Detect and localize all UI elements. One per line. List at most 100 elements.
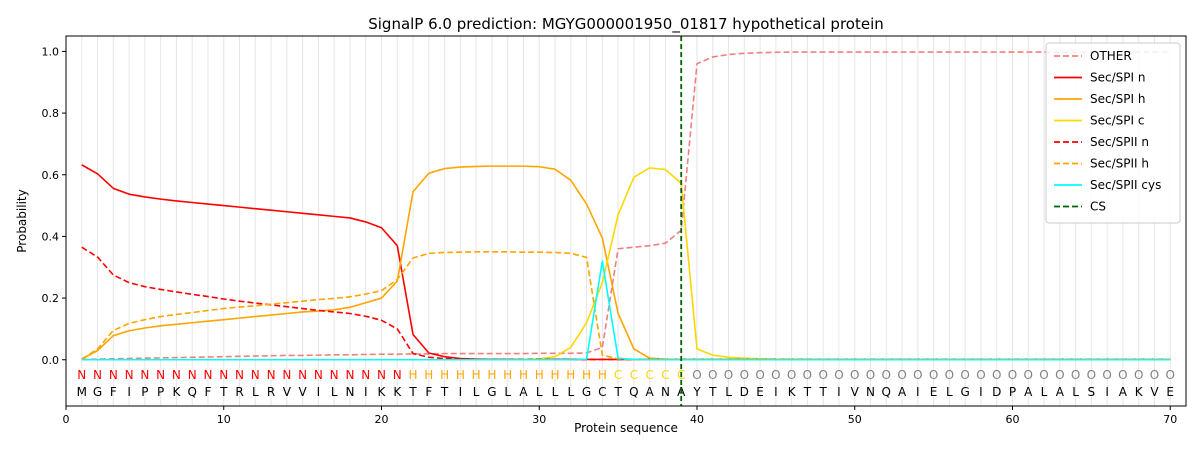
y-tick-label: 0.6: [42, 169, 60, 182]
sequence-residue: P: [1009, 385, 1016, 399]
sequence-residue: A: [519, 385, 528, 399]
region-label: H: [535, 368, 544, 382]
x-tick-label: 70: [1163, 413, 1177, 426]
region-label: O: [945, 368, 954, 382]
x-tick-label: 60: [1005, 413, 1019, 426]
region-label: H: [487, 368, 496, 382]
legend-entry-label: Sec/SPII h: [1090, 157, 1149, 171]
region-label: N: [298, 368, 307, 382]
sequence-residue: Q: [882, 385, 891, 399]
legend-box: [1045, 42, 1181, 224]
y-tick-label: 0.0: [42, 354, 60, 367]
sequence-residue: R: [267, 385, 275, 399]
region-label: H: [598, 368, 607, 382]
region-label: N: [314, 368, 323, 382]
sequence-residue: T: [708, 385, 717, 399]
y-tick-label: 0.4: [42, 230, 60, 243]
sequence-residue: L: [252, 385, 259, 399]
legend-entry-label: Sec/SPI n: [1090, 71, 1145, 85]
sequence-residue: E: [756, 385, 764, 399]
region-label: O: [929, 368, 938, 382]
region-label: H: [582, 368, 591, 382]
sequence-residue: I: [317, 385, 321, 399]
y-axis-ticks: 0.0 0.2 0.4 0.6 0.8 1.0: [42, 45, 66, 367]
sequence-residue: S: [1088, 385, 1096, 399]
region-label: O: [787, 368, 796, 382]
region-label: N: [282, 368, 291, 382]
sequence-residue: A: [1119, 385, 1128, 399]
legend-entry-label: Sec/SPII cys: [1090, 178, 1161, 192]
sequence-residue: L: [1072, 385, 1079, 399]
region-label: O: [850, 368, 859, 382]
sequence-residue: L: [504, 385, 511, 399]
region-label: O: [755, 368, 764, 382]
sequence-residue: L: [1041, 385, 1048, 399]
region-label: C: [661, 368, 669, 382]
region-label: O: [1134, 368, 1143, 382]
region-label: O: [882, 368, 891, 382]
region-label: N: [235, 368, 244, 382]
region-label: O: [818, 368, 827, 382]
region-label: O: [960, 368, 969, 382]
sequence-residue: L: [536, 385, 543, 399]
series-line-other: [81, 51, 1171, 361]
x-tick-label: 50: [848, 413, 862, 426]
region-label: O: [992, 368, 1001, 382]
sequence-residue: L: [725, 385, 732, 399]
legend-entry-label: Sec/SPI h: [1090, 92, 1145, 106]
sequence-residue: F: [205, 385, 212, 399]
region-label: H: [550, 368, 559, 382]
sequence-residue: V: [299, 385, 308, 399]
plot-frame: [65, 35, 1187, 407]
region-label: N: [219, 368, 228, 382]
series-line-sec-spii-h: [81, 251, 1171, 361]
legend-entry-label: CS: [1090, 200, 1106, 214]
x-tick-label: 30: [532, 413, 546, 426]
sequence-residue: V: [851, 385, 860, 399]
region-label: O: [1071, 368, 1080, 382]
region-label: N: [377, 368, 386, 382]
region-label: C: [630, 368, 638, 382]
sequence-residue: L: [567, 385, 574, 399]
region-label: O: [976, 368, 985, 382]
y-tick-label: 0.8: [42, 107, 60, 120]
sequence-residue: G: [582, 385, 591, 399]
sequence-residue: N: [661, 385, 670, 399]
region-label: O: [1102, 368, 1111, 382]
sequence-residue: Q: [187, 385, 196, 399]
sequence-residue: Y: [692, 385, 701, 399]
y-tick-label: 0.2: [42, 292, 60, 305]
region-label: O: [913, 368, 922, 382]
region-label: N: [172, 368, 181, 382]
region-label: O: [1024, 368, 1033, 382]
sequence-residue: I: [774, 385, 778, 399]
region-label: N: [203, 368, 212, 382]
region-label: C: [645, 368, 653, 382]
region-label: N: [188, 368, 197, 382]
region-label: N: [140, 368, 149, 382]
sequence-residue: T: [803, 385, 812, 399]
sequence-residue: T: [613, 385, 622, 399]
sequence-residue: T: [408, 385, 417, 399]
sequence-residue: I: [364, 385, 368, 399]
grid-lines: [81, 36, 1171, 406]
series-lines: [81, 51, 1171, 361]
sequence-residue: D: [992, 385, 1001, 399]
region-label: N: [361, 368, 370, 382]
sequence-residue: I: [127, 385, 131, 399]
sequence-residue: T: [440, 385, 449, 399]
region-label: O: [724, 368, 733, 382]
sequence-residue: T: [219, 385, 228, 399]
region-label: O: [1165, 368, 1174, 382]
x-axis-label: Protein sequence: [574, 421, 678, 435]
sequence-residue: D: [740, 385, 749, 399]
sequence-residue: F: [110, 385, 117, 399]
region-label: N: [393, 368, 402, 382]
sequence-residue: G: [487, 385, 496, 399]
region-label: O: [692, 368, 701, 382]
sequence-residue: A: [646, 385, 655, 399]
sequence-residue: K: [172, 385, 181, 399]
y-axis-label: Probability: [15, 189, 29, 252]
series-line-sec-spii-n: [81, 246, 1171, 361]
